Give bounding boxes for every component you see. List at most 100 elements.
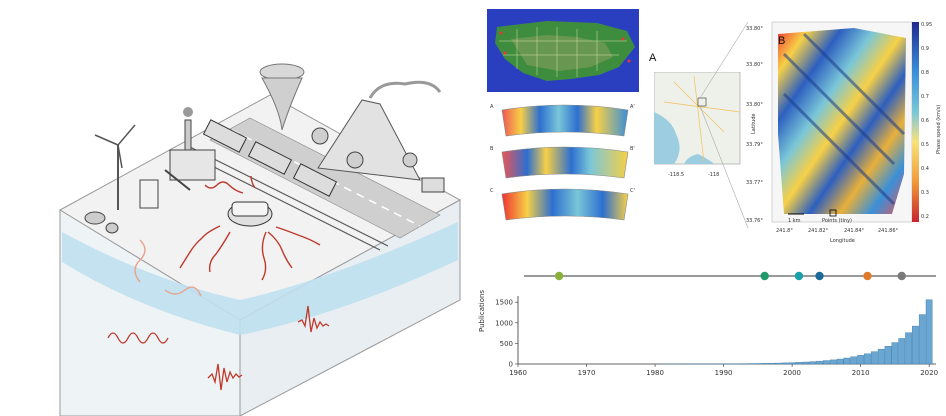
- map-ytick: 33.79°: [746, 142, 763, 148]
- map-xtick: 241.84°: [844, 228, 864, 234]
- timeline-marker: [897, 271, 906, 281]
- y-tick-label: 1500: [495, 299, 513, 307]
- map-ytick: 33.77°: [746, 180, 763, 186]
- map-xlabel: Longitude: [830, 238, 855, 244]
- colorbar: [912, 22, 919, 222]
- bar-2015: [891, 342, 899, 365]
- map-xtick: 241.8°: [776, 228, 793, 234]
- bar-2004: [816, 360, 823, 365]
- points-label: Points (tiny): [822, 218, 852, 224]
- bar-2007: [836, 358, 844, 365]
- colorbar-label: Phase speed (km/s): [936, 105, 942, 154]
- map-ytick: 33.76°: [746, 218, 763, 224]
- tomography-slices: A A' B B' C C': [490, 104, 635, 221]
- y-ticks: 0 500 1000 1500: [495, 299, 518, 369]
- timeline-marker: [760, 271, 769, 281]
- x-tick-label: 1980: [646, 369, 664, 377]
- bar-1999: [781, 362, 789, 365]
- inset-xtick-2: -118: [708, 172, 719, 178]
- timeline-marker: [554, 271, 564, 281]
- map-ylabel: Latitude: [751, 113, 757, 134]
- pumpjack-icon: [139, 169, 191, 209]
- bar-2020: [925, 299, 933, 365]
- colorbar-tick: 0.6: [921, 118, 929, 124]
- seismic-block-illustration: [59, 63, 462, 416]
- bar-1996: [761, 363, 769, 365]
- slice-a-left: A: [490, 104, 494, 110]
- animals-icon: [84, 211, 119, 234]
- slice-c-left: C: [490, 188, 494, 194]
- y-tick-label: 1000: [495, 319, 513, 327]
- bar-2012: [870, 351, 878, 365]
- timeline-marker: [863, 271, 872, 281]
- map-ytick: 33.80°: [746, 26, 763, 32]
- volcano-icon: [317, 80, 442, 181]
- x-tick-label: 2010: [852, 369, 870, 377]
- publications-chart: 0 500 1000 1500 1960 1970 1980 1990 2000 2010 202…: [478, 271, 938, 377]
- bar-2017: [905, 332, 912, 365]
- bar-1998: [775, 362, 782, 365]
- inset-xtick-1: -118.5: [668, 172, 684, 178]
- bar-2002: [802, 361, 810, 365]
- tornado-icon: [259, 63, 305, 131]
- bar-2018: [912, 325, 919, 365]
- bar-2003: [809, 361, 817, 365]
- map-ytick: 33.80°: [746, 102, 763, 108]
- bar-2000: [788, 362, 796, 365]
- bar-2005: [823, 360, 830, 365]
- slice-a-right: A': [630, 104, 635, 110]
- bar-1997: [768, 363, 775, 365]
- seismogram-traces: [107, 305, 330, 391]
- us-map: [487, 9, 639, 92]
- y-tick-label: 0: [509, 361, 513, 369]
- train: [202, 119, 338, 197]
- bar-2001: [795, 362, 803, 365]
- y-axis-label: Publications: [478, 290, 486, 332]
- x-tick-label: 1960: [509, 369, 527, 377]
- colorbar-tick: 0.2: [921, 214, 929, 220]
- inset-map: -118.5 -118: [654, 72, 741, 178]
- bar-2013: [877, 348, 885, 365]
- x-tick-label: 2020: [920, 369, 938, 377]
- timeline-marker: [794, 271, 804, 281]
- x-ticks: 1960 1970 1980 1990 2000 2010 2020: [509, 364, 938, 377]
- colorbar-tick: 0.3: [921, 190, 929, 196]
- tree-icons: [311, 127, 418, 169]
- factory-icon: [169, 107, 216, 181]
- colorbar-tick: 0.95: [921, 22, 932, 28]
- colorbar-tick: 0.4: [921, 166, 929, 172]
- bar-2014: [884, 346, 892, 365]
- bar-2011: [864, 353, 871, 365]
- bar-2009: [850, 356, 858, 365]
- bar-2008: [843, 357, 851, 365]
- colorbar-tick: 0.5: [921, 142, 929, 148]
- slice-c-right: C': [630, 188, 635, 194]
- panel-a-label: A: [649, 52, 657, 64]
- phase-speed-map: B 1 km Points (tiny) 33.80° 33.80° 33.80…: [746, 21, 942, 244]
- y-tick-label: 500: [500, 340, 513, 348]
- timeline: [524, 271, 936, 281]
- slice-b-left: B: [490, 146, 494, 152]
- scale-label: 1 km: [788, 218, 801, 224]
- map-xtick: 241.82°: [808, 228, 828, 234]
- map-ytick: 33.80°: [746, 62, 763, 68]
- x-tick-label: 1970: [578, 369, 596, 377]
- wind-turbine-icon: [94, 124, 136, 210]
- cabin-icon: [421, 177, 445, 193]
- bar-2016: [898, 338, 906, 365]
- timeline-marker: [815, 271, 824, 281]
- bar-2006: [829, 359, 837, 365]
- seismic-wave-arrows: [179, 175, 321, 281]
- water-table: [62, 222, 458, 335]
- x-tick-label: 1990: [715, 369, 733, 377]
- colorbar-tick: 0.8: [921, 70, 929, 76]
- seismometer-icon: [227, 201, 273, 227]
- bar-2010: [857, 355, 864, 365]
- colorbar-tick: 0.9: [921, 46, 929, 52]
- bars: [658, 299, 933, 365]
- panel-b-label: B: [778, 35, 785, 47]
- slice-b-right: B': [630, 146, 635, 152]
- x-tick-label: 2000: [783, 369, 801, 377]
- bar-2019: [918, 314, 926, 365]
- map-xtick: 241.86°: [878, 228, 898, 234]
